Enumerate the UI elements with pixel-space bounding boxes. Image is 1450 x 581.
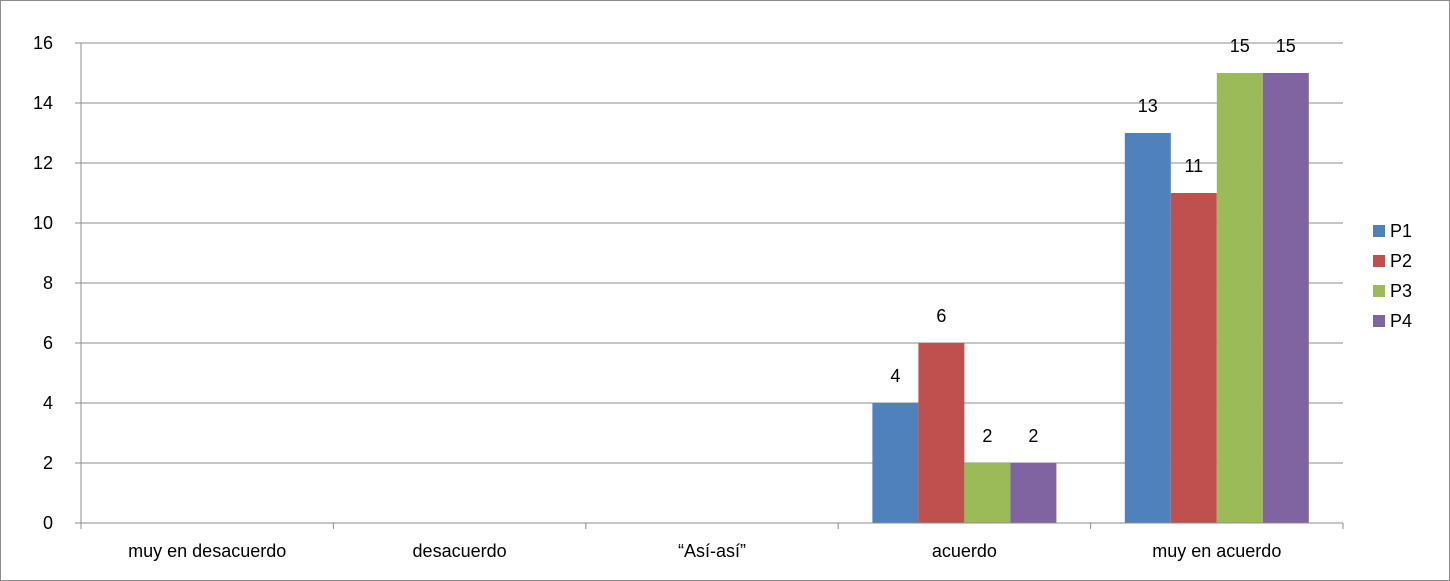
legend-swatch-p4 bbox=[1373, 315, 1385, 327]
data-label: 15 bbox=[1230, 36, 1250, 56]
bar-p3 bbox=[1216, 73, 1263, 523]
bar-p3 bbox=[964, 463, 1011, 523]
data-labels: 4 6 2 2 13 11 15 15 bbox=[890, 36, 1295, 446]
data-label: 13 bbox=[1138, 96, 1158, 116]
legend-swatch-p3 bbox=[1373, 285, 1385, 297]
legend-label-p2: P2 bbox=[1390, 251, 1412, 271]
y-tick-label: 4 bbox=[43, 393, 53, 413]
data-label: 6 bbox=[936, 306, 946, 326]
bar-p1 bbox=[872, 403, 919, 523]
y-tick-label: 12 bbox=[33, 153, 53, 173]
bars bbox=[872, 73, 1309, 523]
axes: 0 2 4 6 8 10 12 14 16 muy en desacuerdo desacuerdo… bbox=[33, 33, 1344, 561]
y-tick-label: 14 bbox=[33, 93, 53, 113]
y-tick-label: 0 bbox=[43, 513, 53, 533]
legend-label-p1: P1 bbox=[1390, 221, 1412, 241]
data-label: 11 bbox=[1184, 156, 1203, 176]
x-category-label: acuerdo bbox=[932, 541, 997, 561]
y-tick-label: 2 bbox=[43, 453, 53, 473]
bar-p2 bbox=[1170, 193, 1217, 523]
x-category-label: muy en acuerdo bbox=[1152, 541, 1281, 561]
y-tick-label: 8 bbox=[43, 273, 53, 293]
data-label: 2 bbox=[1028, 426, 1038, 446]
bar-p2 bbox=[918, 343, 965, 523]
legend-swatch-p2 bbox=[1373, 255, 1385, 267]
legend-label-p3: P3 bbox=[1390, 281, 1412, 301]
data-label: 2 bbox=[982, 426, 992, 446]
gridlines bbox=[81, 42, 1343, 524]
bar-p4 bbox=[1010, 463, 1057, 523]
x-category-label: “Así-así” bbox=[678, 541, 746, 561]
legend-swatch-p1 bbox=[1373, 225, 1385, 237]
data-label: 4 bbox=[890, 366, 900, 386]
y-tick-label: 16 bbox=[33, 33, 53, 53]
x-category-label: muy en desacuerdo bbox=[128, 541, 286, 561]
data-label: 15 bbox=[1276, 36, 1296, 56]
bar-p1 bbox=[1124, 133, 1171, 523]
y-tick-label: 10 bbox=[33, 213, 53, 233]
legend: P1 P2 P3 P4 bbox=[1373, 221, 1412, 331]
x-category-label: desacuerdo bbox=[413, 541, 507, 561]
bar-p4 bbox=[1262, 73, 1309, 523]
legend-label-p4: P4 bbox=[1390, 311, 1412, 331]
y-tick-label: 6 bbox=[43, 333, 53, 353]
